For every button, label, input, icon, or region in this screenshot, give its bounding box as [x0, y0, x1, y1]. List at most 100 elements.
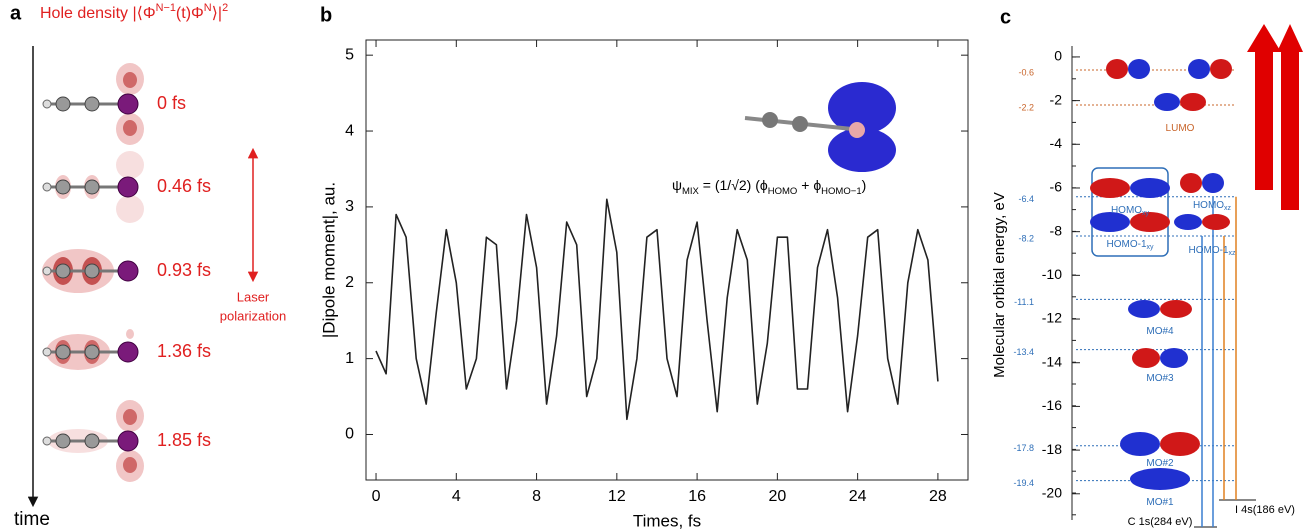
x-axis-title: Times, fs	[633, 511, 701, 530]
atom	[42, 347, 52, 357]
orbital-lobe	[1154, 93, 1180, 111]
plot-frame	[365, 39, 969, 481]
level-label: -2.2	[1018, 102, 1034, 112]
orbital-lobe	[1106, 59, 1128, 79]
x-tick-label: 24	[849, 488, 867, 505]
time-label: 1.85 fs	[157, 430, 211, 450]
energy-arrow	[1277, 24, 1303, 210]
y-tick-label: -14	[1042, 353, 1062, 369]
core-label: I 4s(186 eV)	[1235, 504, 1295, 516]
orbital-lobe	[1130, 178, 1170, 198]
x-tick-label: 4	[452, 488, 461, 505]
atom	[42, 99, 52, 109]
level-label: -8.2	[1018, 233, 1034, 243]
y-tick-label: -4	[1050, 135, 1063, 151]
orbital-lobe	[1188, 59, 1210, 79]
orbital-name: LUMO	[1166, 123, 1195, 134]
time-label: 0.93 fs	[157, 260, 211, 280]
text-part: MO#1	[1146, 497, 1174, 508]
text-part: N−1	[156, 2, 176, 14]
orbital-name: HOMOxy	[1111, 205, 1150, 218]
y-tick-label: -10	[1042, 266, 1062, 282]
time-label: time	[14, 509, 50, 530]
orbital-box	[1091, 167, 1169, 257]
time-label: 0.46 fs	[157, 176, 211, 196]
time-label: 0 fs	[157, 93, 186, 113]
text-part: xy	[1147, 244, 1155, 251]
orbital-lobe	[1180, 93, 1206, 111]
x-tick-label: 20	[768, 488, 786, 505]
text-part: HOMO−1	[821, 186, 861, 197]
y-tick-label: 0	[1054, 48, 1062, 64]
text-part: N	[204, 2, 212, 14]
orbital-name: MO#1	[1146, 497, 1174, 508]
y-tick-label: -2	[1050, 91, 1063, 107]
orbital-lobe	[1202, 173, 1224, 193]
orbital-name: HOMO-1xy	[1107, 239, 1155, 252]
atom	[792, 116, 808, 132]
orbital-lobe	[1128, 59, 1150, 79]
orbital-lobe	[123, 72, 137, 88]
atom	[42, 266, 52, 276]
y-tick-label: 3	[345, 198, 354, 215]
y-tick-label: -20	[1042, 484, 1062, 500]
atom	[84, 344, 100, 360]
panel-label: b	[320, 4, 332, 26]
text-part: ⟩|	[212, 5, 222, 22]
orbital-lobe	[123, 120, 137, 136]
orbital-lobe	[828, 128, 896, 172]
text-part: HOMO	[1193, 200, 1224, 211]
y-tick-label: -8	[1050, 222, 1063, 238]
y-tick-label: -16	[1042, 397, 1062, 413]
orbital-lobe	[1160, 432, 1200, 456]
arrow-label: polarization	[220, 308, 287, 323]
orbital-lobe	[1202, 214, 1230, 230]
atom	[762, 112, 778, 128]
orbital-lobe	[1090, 212, 1130, 232]
atom	[117, 93, 139, 115]
orbital-name: HOMO-1xz	[1189, 245, 1237, 258]
orbital-lobe	[1160, 348, 1188, 368]
orbital-lobe	[828, 82, 896, 134]
x-tick-label: 12	[608, 488, 626, 505]
text-part: = (1/√2) (	[699, 177, 760, 193]
text-part: ψ	[672, 177, 682, 193]
text-part: HOMO-1	[1107, 239, 1147, 250]
atom	[55, 263, 71, 279]
orbital-lobe	[1130, 468, 1190, 490]
atom	[55, 179, 71, 195]
x-tick-label: 28	[929, 488, 947, 505]
orbital-name: HOMOxz	[1193, 200, 1232, 213]
text-part: LUMO	[1166, 123, 1195, 134]
level-label: -0.6	[1018, 67, 1034, 77]
y-tick-label: 4	[345, 122, 354, 139]
text-part: )	[862, 177, 867, 193]
atom	[849, 122, 865, 138]
level-label: -6.4	[1018, 194, 1034, 204]
y-tick-label: -18	[1042, 441, 1062, 457]
atom	[84, 96, 100, 112]
level-label: -11.1	[1014, 297, 1034, 307]
atom	[55, 344, 71, 360]
orbital-lobe	[1120, 432, 1160, 456]
y-tick-label: -6	[1050, 179, 1063, 195]
atom	[84, 433, 100, 449]
text-part: MO#4	[1146, 326, 1174, 337]
text-part: xy	[1142, 210, 1150, 217]
rich-text: Hole density |⟨ΦN−1(t)ΦN⟩|2	[40, 2, 228, 22]
orbital-lobe	[1160, 300, 1192, 318]
x-tick-label: 16	[688, 488, 706, 505]
text-part: MO#3	[1146, 373, 1174, 384]
arrow-label: Laser	[237, 289, 270, 304]
atom	[84, 179, 100, 195]
y-axis-title: |Dipole moment|, au.	[319, 182, 338, 338]
y-axis-title: Molecular orbital energy, eV	[991, 192, 1008, 378]
orbital-name: MO#4	[1146, 326, 1174, 337]
atom	[117, 341, 139, 363]
text-part: MIX	[682, 186, 700, 197]
text-part: xz	[1224, 205, 1232, 212]
atom	[55, 96, 71, 112]
text-part: MO#2	[1146, 458, 1174, 469]
